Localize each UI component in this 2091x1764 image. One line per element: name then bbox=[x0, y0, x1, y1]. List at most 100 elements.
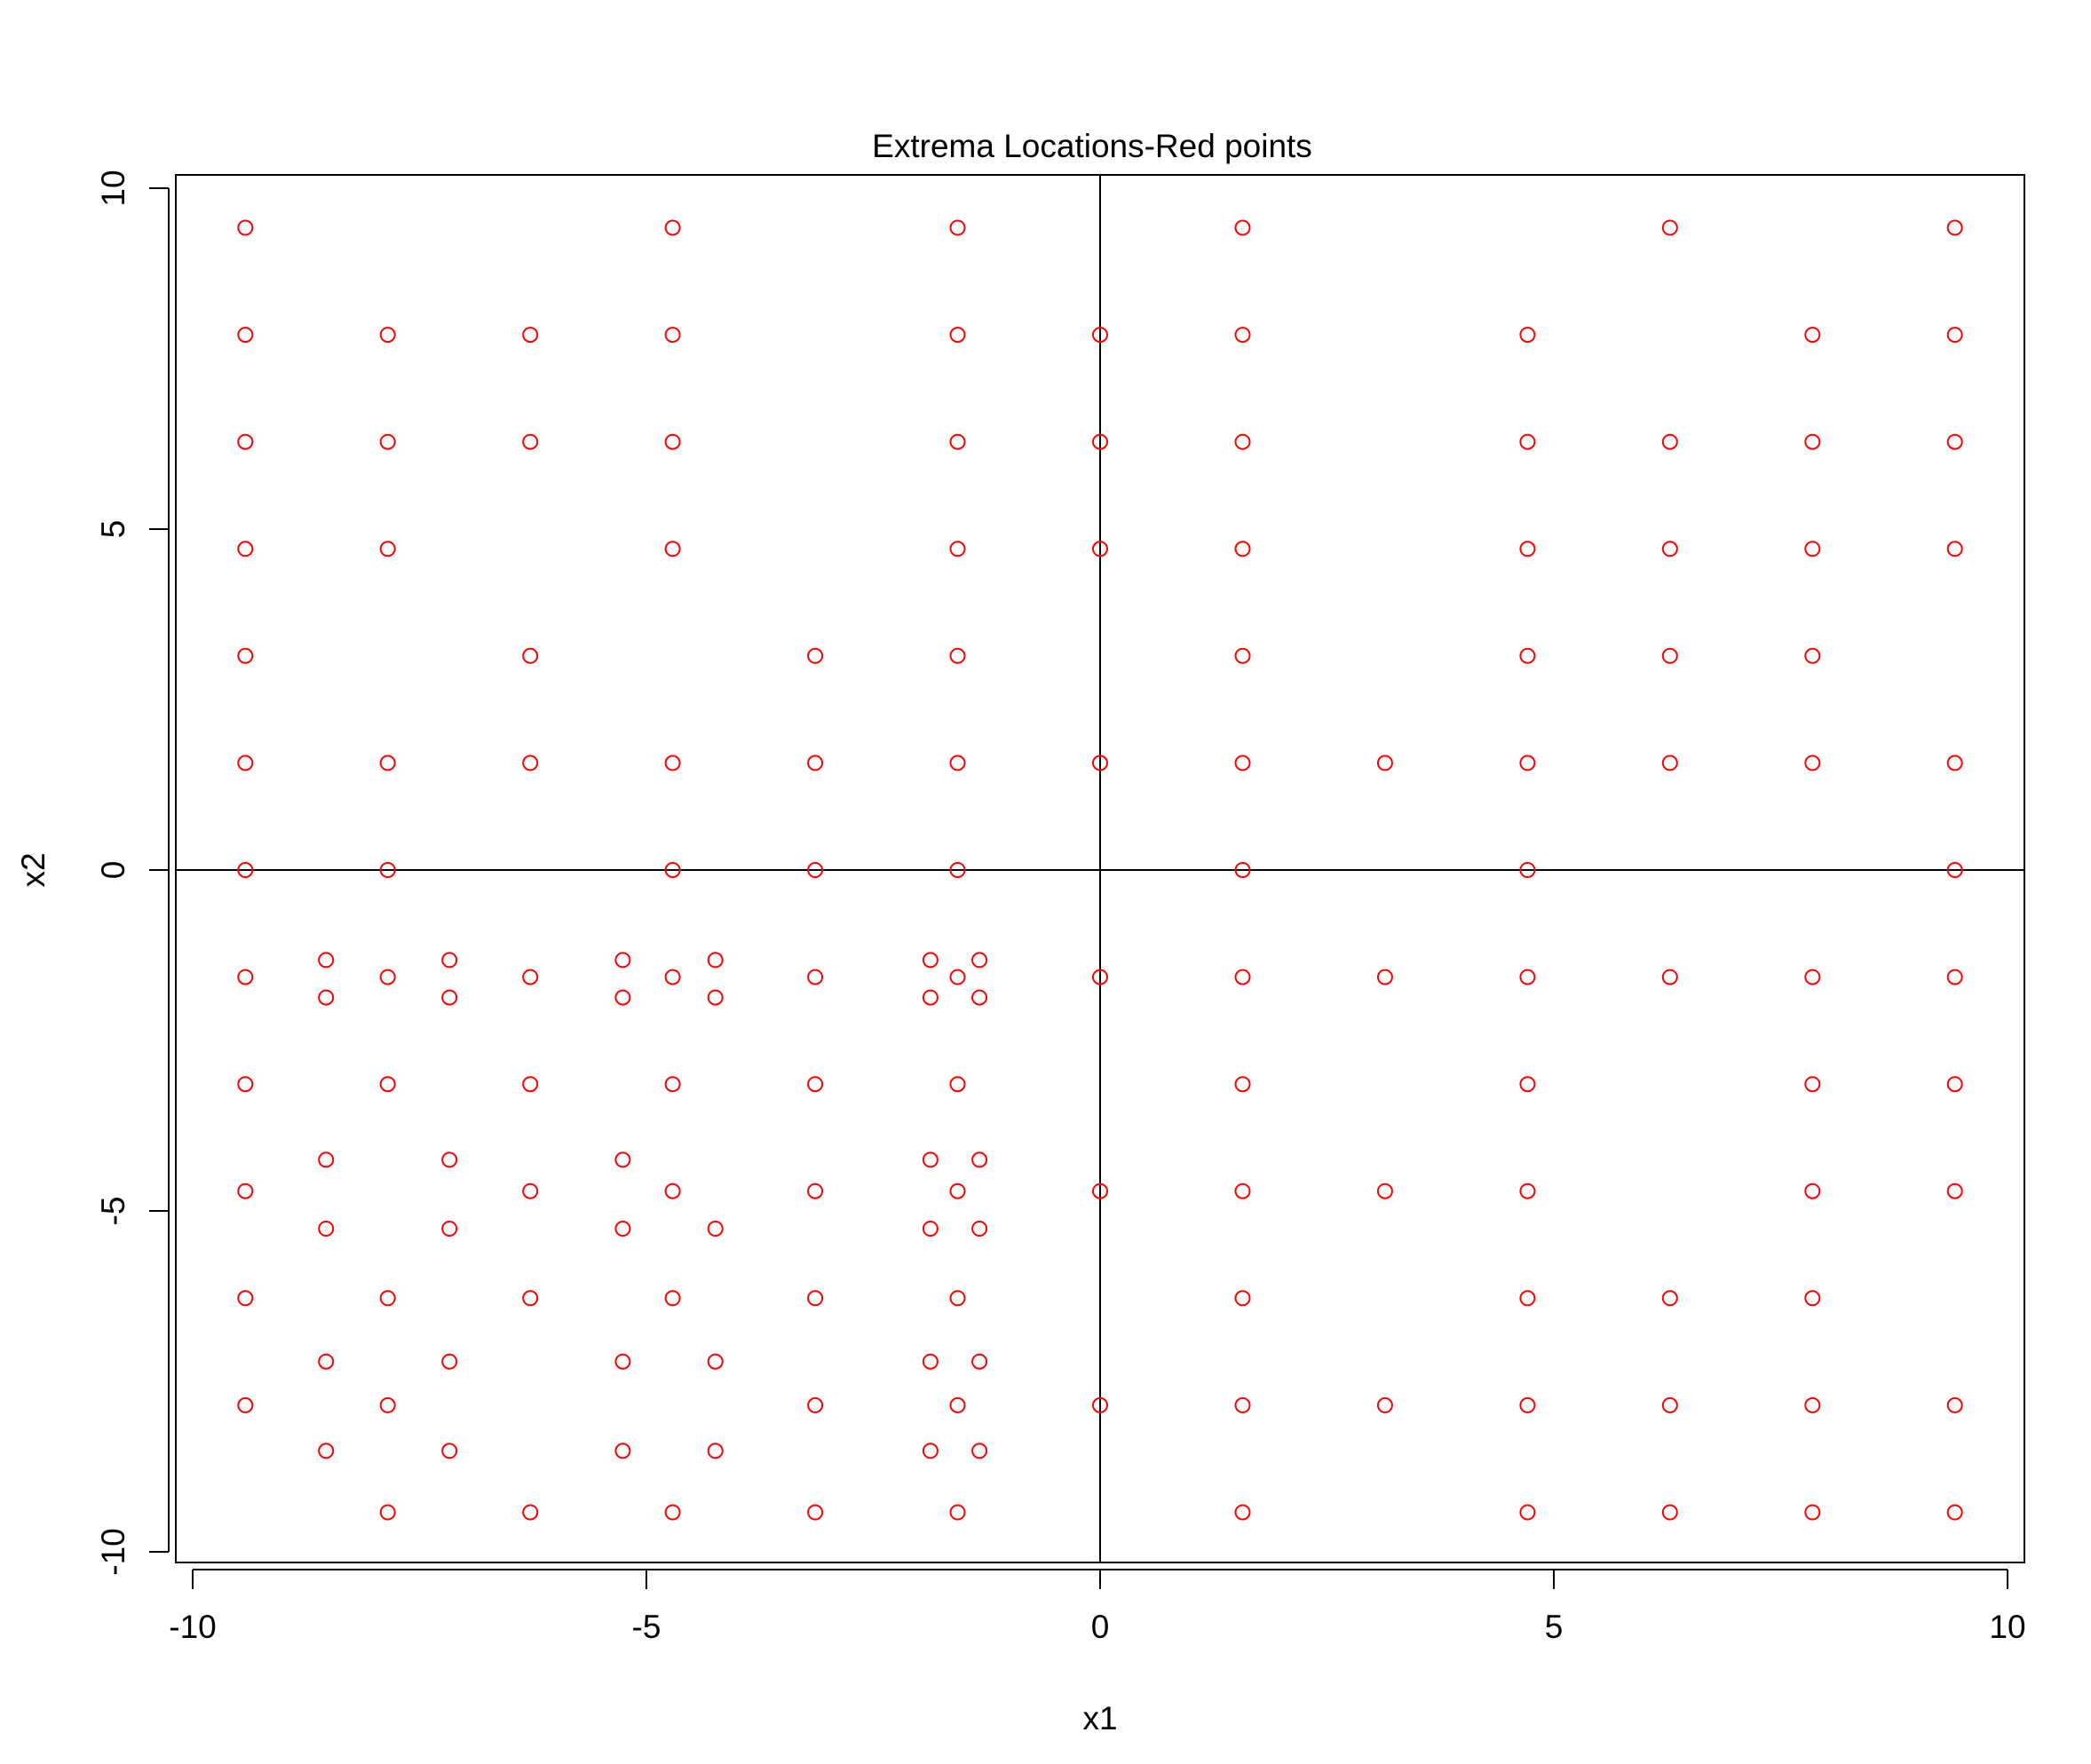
data-point bbox=[664, 433, 681, 450]
data-point bbox=[1804, 541, 1821, 558]
x-tick-label: 10 bbox=[1989, 1609, 2025, 1645]
data-point bbox=[922, 1221, 939, 1237]
data-point bbox=[922, 952, 939, 969]
data-point bbox=[949, 647, 966, 664]
data-point bbox=[922, 989, 939, 1006]
data-point bbox=[1946, 755, 1963, 771]
data-point bbox=[379, 1290, 396, 1307]
data-point bbox=[1092, 541, 1108, 558]
data-point bbox=[922, 1443, 939, 1459]
data-point bbox=[1234, 219, 1251, 236]
data-point bbox=[922, 1353, 939, 1370]
data-point bbox=[379, 862, 396, 878]
data-point bbox=[237, 433, 254, 450]
data-point bbox=[1092, 755, 1108, 771]
data-point bbox=[1804, 1396, 1821, 1413]
data-point bbox=[971, 1443, 988, 1459]
data-point bbox=[1946, 219, 1963, 236]
data-point bbox=[971, 1151, 988, 1168]
data-point bbox=[922, 1151, 939, 1168]
data-point bbox=[664, 219, 681, 236]
reference-lines bbox=[176, 175, 2024, 1562]
data-point bbox=[318, 1443, 335, 1459]
data-point bbox=[441, 1443, 458, 1459]
data-point bbox=[949, 1290, 966, 1307]
x-tick-label: 5 bbox=[1545, 1609, 1564, 1645]
data-point bbox=[1234, 1076, 1251, 1093]
data-point bbox=[664, 541, 681, 558]
data-point bbox=[1519, 755, 1536, 771]
data-point bbox=[614, 989, 631, 1006]
data-point bbox=[614, 952, 631, 969]
data-point bbox=[1519, 862, 1536, 878]
data-point bbox=[614, 1151, 631, 1168]
data-point bbox=[1519, 1504, 1536, 1521]
chart-title: Extrema Locations-Red points bbox=[872, 128, 1312, 164]
data-point bbox=[1376, 969, 1393, 985]
x-axis-label: x1 bbox=[1082, 1700, 1117, 1736]
data-point bbox=[1804, 1183, 1821, 1199]
data-point bbox=[379, 327, 396, 344]
data-point bbox=[379, 541, 396, 558]
data-point bbox=[1946, 969, 1963, 985]
data-point bbox=[614, 1221, 631, 1237]
data-point bbox=[1946, 1076, 1963, 1093]
data-point bbox=[1092, 327, 1108, 344]
data-point bbox=[1661, 219, 1678, 236]
data-point bbox=[379, 1396, 396, 1413]
data-point bbox=[949, 219, 966, 236]
data-point bbox=[1661, 1290, 1678, 1307]
data-point bbox=[971, 1353, 988, 1370]
data-point bbox=[522, 433, 539, 450]
data-point bbox=[949, 1076, 966, 1093]
data-point bbox=[318, 989, 335, 1006]
data-point bbox=[1661, 433, 1678, 450]
data-point bbox=[522, 969, 539, 985]
data-point bbox=[949, 1396, 966, 1413]
data-point bbox=[1946, 1183, 1963, 1199]
data-point bbox=[707, 1443, 724, 1459]
data-point bbox=[1519, 327, 1536, 344]
data-point bbox=[237, 541, 254, 558]
data-point bbox=[237, 1076, 254, 1093]
data-point bbox=[807, 1076, 824, 1093]
data-point bbox=[1092, 1396, 1108, 1413]
data-point bbox=[807, 1290, 824, 1307]
data-point bbox=[807, 862, 824, 878]
data-point bbox=[1946, 1504, 1963, 1521]
data-point bbox=[1661, 969, 1678, 985]
x-tick-label: -5 bbox=[632, 1609, 661, 1645]
data-point bbox=[1519, 541, 1536, 558]
data-point bbox=[664, 1183, 681, 1199]
data-point bbox=[1804, 1504, 1821, 1521]
y-tick-label: 0 bbox=[95, 861, 131, 880]
data-point bbox=[807, 969, 824, 985]
data-point bbox=[1804, 969, 1821, 985]
data-point bbox=[1661, 647, 1678, 664]
data-point bbox=[1519, 647, 1536, 664]
data-point bbox=[707, 1221, 724, 1237]
data-point bbox=[379, 755, 396, 771]
data-point bbox=[379, 433, 396, 450]
data-point bbox=[1234, 541, 1251, 558]
data-point bbox=[237, 755, 254, 771]
data-point bbox=[522, 1290, 539, 1307]
data-point bbox=[807, 1396, 824, 1413]
data-point bbox=[807, 1504, 824, 1521]
x-axis: -10 -5 0 5 10 bbox=[169, 1569, 2026, 1645]
data-point bbox=[664, 1290, 681, 1307]
data-point bbox=[522, 755, 539, 771]
data-point bbox=[949, 433, 966, 450]
data-point bbox=[237, 219, 254, 236]
data-point bbox=[949, 755, 966, 771]
data-point bbox=[1946, 433, 1963, 450]
data-point bbox=[949, 1504, 966, 1521]
data-point bbox=[664, 327, 681, 344]
data-point bbox=[237, 969, 254, 985]
data-point bbox=[1234, 862, 1251, 878]
data-point bbox=[949, 1183, 966, 1199]
y-tick-label: 10 bbox=[95, 170, 131, 206]
data-point bbox=[664, 1076, 681, 1093]
data-point bbox=[949, 862, 966, 878]
